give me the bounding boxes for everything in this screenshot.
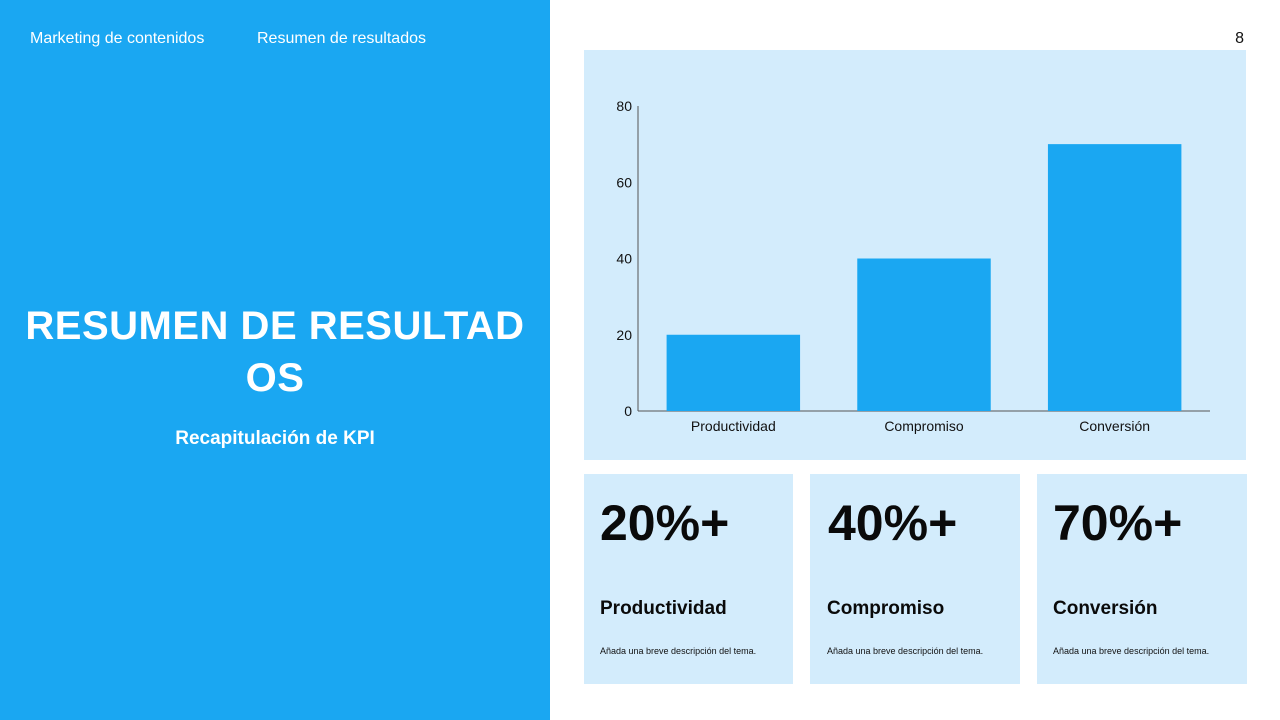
kpi-description: Añada una breve descripción del tema. <box>827 646 984 656</box>
bar-chart: 0 20 40 60 80 Productividad Compromiso Conversi… <box>616 98 1210 434</box>
kpi-card-conversion: 70%+ Conversión Añada una breve descripc… <box>1037 474 1247 684</box>
kpi-label: Compromiso <box>827 598 945 619</box>
nav-item-marketing[interactable]: Marketing de contenidos <box>30 30 205 47</box>
nav-item-summary[interactable]: Resumen de resultados <box>257 30 426 47</box>
kpi-value: 40%+ <box>828 495 958 551</box>
bar-productividad <box>666 334 801 411</box>
y-tick-label: 20 <box>616 327 632 343</box>
kpi-description: Añada una breve descripción del tema. <box>600 646 757 656</box>
page-number: 8 <box>1235 30 1244 47</box>
left-panel: Marketing de contenidos Resumen de resul… <box>0 0 550 720</box>
bar-compromiso <box>857 258 991 411</box>
kpi-description: Añada una breve descripción del tema. <box>1053 646 1210 656</box>
y-tick-label: 80 <box>616 98 632 114</box>
y-tick-label: 0 <box>624 403 632 419</box>
chart-card: 0 20 40 60 80 Productividad Compromiso Conversi… <box>584 50 1246 460</box>
x-tick-label: Productividad <box>691 418 776 434</box>
y-tick-label: 40 <box>616 251 632 267</box>
x-tick-label: Compromiso <box>884 418 964 434</box>
kpi-card-productividad: 20%+ Productividad Añada una breve descr… <box>584 474 793 684</box>
x-tick-label: Conversión <box>1079 418 1150 434</box>
kpi-label: Productividad <box>600 598 727 619</box>
kpi-value: 70%+ <box>1053 495 1183 551</box>
bar-conversión <box>1047 144 1182 411</box>
slide-subtitle: Recapitulación de KPI <box>175 428 375 449</box>
kpi-label: Conversión <box>1053 598 1158 619</box>
slide-title: RESUMEN DE RESULTADOS <box>25 304 525 400</box>
kpi-card-compromiso: 40%+ Compromiso Añada una breve descripc… <box>810 474 1020 684</box>
y-tick-label: 60 <box>616 174 632 190</box>
kpi-value: 20%+ <box>600 495 730 551</box>
